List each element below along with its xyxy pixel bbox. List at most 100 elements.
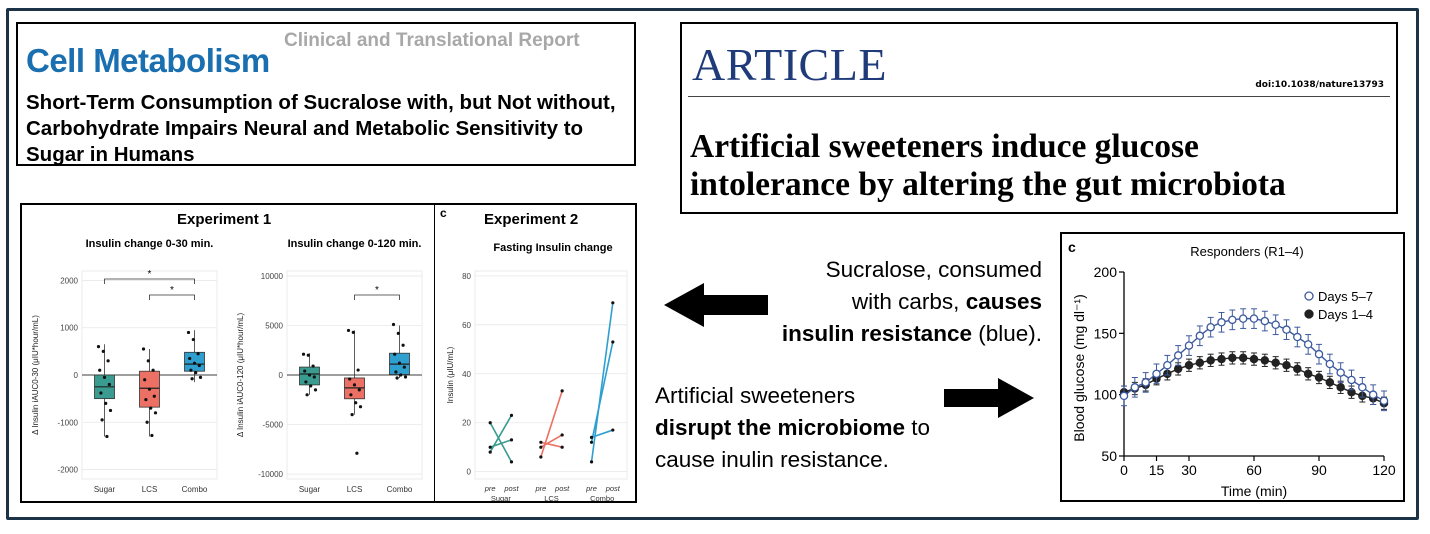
- box0120-data-point: [394, 370, 398, 374]
- glucose-x-tick-label: 120: [1372, 462, 1396, 478]
- box0120-data-point: [351, 330, 355, 335]
- box0120-data-point: [305, 393, 309, 397]
- glucose-y-axis-label: Blood glucose (mg dl⁻¹): [1071, 294, 1087, 441]
- box0120-data-point: [312, 375, 316, 379]
- msg2-line3: cause inulin resistance.: [655, 447, 889, 472]
- box0120-x-tick-label: LCS: [347, 485, 363, 494]
- box030-data-point: [192, 361, 197, 365]
- box030-significance-bracket: [149, 294, 195, 300]
- box030-data-point: [107, 382, 111, 387]
- fasting-data-point: [560, 445, 564, 449]
- box0120-data-point: [396, 331, 400, 335]
- fasting-series-line: [540, 434, 563, 448]
- report-type: Clinical and Translational Report: [284, 30, 580, 51]
- fasting-x-tick-label: post: [503, 484, 519, 493]
- fasting-data-point: [509, 413, 514, 417]
- fasting-data-point: [488, 450, 492, 454]
- fasting-series-line: [540, 441, 563, 448]
- nature-article-header: ARTICLE doi:10.1038/nature13793 Artifici…: [680, 22, 1398, 214]
- fasting-data-point: [509, 438, 514, 442]
- glucose-data-point: [1228, 353, 1237, 363]
- box-plot-0-120: Insulin change 0-120 min. -10000 -5000 0 500…: [236, 238, 423, 494]
- glucose-y-tick-label: 150: [1094, 325, 1118, 341]
- glucose-y-tick-label: 100: [1094, 387, 1118, 403]
- glucose-x-tick-label: 90: [1311, 462, 1327, 478]
- msg2-line2-bold: disrupt the microbiome: [655, 415, 906, 440]
- box030-y-axis-label: Δ Insulin iAUC0-30 (μIU*hour/mL): [31, 315, 40, 435]
- glucose-data-point: [1228, 315, 1237, 325]
- glucose-y-tick-label: 50: [1101, 448, 1117, 464]
- box030-data-point: [100, 418, 104, 422]
- left-arrow-icon: [664, 283, 768, 327]
- glucose-data-point: [1303, 369, 1313, 379]
- fasting-x-tick-label: post: [605, 484, 621, 493]
- outer-frame: [6, 8, 1419, 520]
- box0120-data-point: [350, 413, 354, 417]
- fasting-data-point: [509, 460, 514, 464]
- glucose-data-point: [1119, 391, 1129, 401]
- article-label: ARTICLE: [692, 39, 887, 90]
- box0120-data-point: [402, 365, 406, 369]
- box030-y-tick-label: 0: [74, 371, 79, 380]
- fasting-y-tick-label: 40: [462, 370, 471, 379]
- right-arrow-icon: [944, 378, 1034, 418]
- box030-data-point: [150, 433, 154, 438]
- box030-data-point: [141, 347, 146, 351]
- glucose-title: Responders (R1–4): [1190, 244, 1303, 259]
- box0120-data-point: [357, 388, 361, 392]
- glucose-data-point: [1217, 318, 1226, 327]
- box0120-data-point: [403, 375, 408, 379]
- fasting-data-point: [539, 445, 543, 449]
- box0120-data-point: [358, 405, 363, 409]
- box030-data-point: [143, 378, 147, 382]
- box0120-data-point: [307, 373, 312, 377]
- fasting-y-tick-label: 0: [467, 468, 472, 477]
- msg2-line2-plain: to: [905, 415, 931, 440]
- glucose-x-axis-label: Time (min): [1221, 483, 1287, 499]
- insulin-figure: Experiment 1 c Experiment 2 Insulin chan…: [20, 203, 637, 503]
- box-plot-0-30: Insulin change 0-30 min. -2000 -1000 0 1000 2…: [31, 238, 218, 494]
- glucose-data-point: [1238, 314, 1248, 323]
- glucose-legend-label: Days 1–4: [1318, 307, 1373, 322]
- box030-data-point: [101, 349, 105, 353]
- box0120-data-point: [356, 368, 360, 372]
- box0120-data-point: [311, 364, 315, 368]
- box0120-x-tick-label: Sugar: [299, 485, 321, 494]
- glucose-data-point: [1163, 360, 1172, 370]
- box030-x-tick-label: Combo: [182, 485, 208, 494]
- experiment1-title: Experiment 1: [177, 211, 272, 228]
- box030-y-tick-label: -1000: [58, 418, 79, 427]
- box0120-data-point: [395, 376, 399, 380]
- fasting-data-point: [611, 428, 615, 432]
- fasting-y-axis-label: Insulin (μIU/mL): [446, 346, 455, 403]
- glucose-data-point: [1282, 325, 1291, 334]
- box0120-x-tick-label: Combo: [387, 485, 413, 494]
- glucose-data-point: [1217, 354, 1226, 364]
- sucralose-message: Sucralose, consumed with carbs, causes i…: [776, 254, 1042, 350]
- box0120-data-point: [393, 352, 397, 356]
- glucose-legend-marker: [1304, 291, 1314, 301]
- box0120-data-point: [391, 322, 396, 327]
- box0120-data-point: [397, 361, 402, 365]
- fasting-series-line: [591, 429, 614, 439]
- box030-data-point: [99, 391, 103, 395]
- box0120-title: Insulin change 0-120 min.: [288, 238, 422, 250]
- glucose-data-point: [1358, 383, 1367, 392]
- fasting-plot-area: [474, 270, 628, 480]
- box030-x-tick-label: LCS: [142, 485, 158, 494]
- glucose-data-point: [1152, 369, 1161, 379]
- box0120-y-tick-label: 0: [279, 371, 284, 380]
- box0120-y-tick-label: -5000: [263, 421, 284, 430]
- msg1-line2-bold: causes: [965, 289, 1042, 314]
- glucose-data-point: [1206, 322, 1215, 332]
- box0120-data-point: [348, 377, 352, 381]
- fasting-data-point: [611, 340, 615, 344]
- glucose-x-tick-label: 60: [1246, 462, 1262, 478]
- glucose-data-point: [1130, 383, 1140, 392]
- box0120-y-tick-label: 5000: [265, 321, 283, 330]
- fasting-data-point: [539, 455, 543, 459]
- glucose-data-point: [1368, 390, 1378, 399]
- box030-data-point: [145, 420, 149, 424]
- fasting-data-point: [488, 445, 492, 449]
- fasting-group-label: LCS: [544, 494, 559, 501]
